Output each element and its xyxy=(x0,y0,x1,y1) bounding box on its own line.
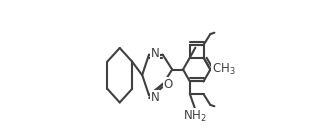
Text: NH$_2$: NH$_2$ xyxy=(183,109,207,124)
Text: CH$_3$: CH$_3$ xyxy=(212,62,236,77)
Text: N: N xyxy=(151,91,159,104)
Text: O: O xyxy=(163,78,173,91)
Text: N: N xyxy=(151,47,159,60)
